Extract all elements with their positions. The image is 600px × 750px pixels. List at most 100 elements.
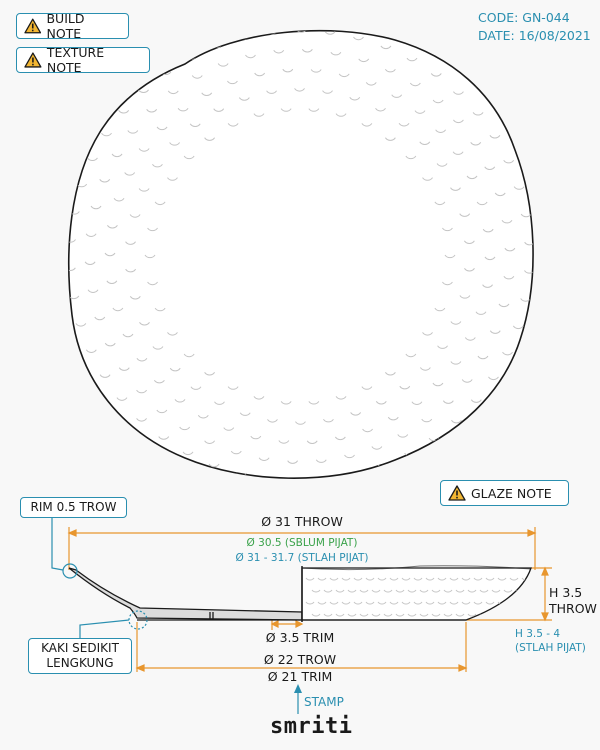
glaze-note-button[interactable]: GLAZE NOTE bbox=[440, 480, 569, 506]
dimple-mark bbox=[542, 296, 552, 299]
dimple-mark bbox=[349, 96, 361, 101]
dimple-mark bbox=[449, 577, 459, 581]
dimple-mark bbox=[534, 578, 542, 580]
dimple-mark bbox=[48, 214, 58, 217]
dimple-mark bbox=[347, 613, 357, 617]
dimple-mark bbox=[509, 601, 519, 605]
dimple-mark bbox=[502, 351, 513, 356]
dimple-mark bbox=[358, 58, 370, 63]
dimple-mark bbox=[169, 142, 181, 146]
dimple-mark bbox=[138, 89, 149, 93]
dimple-mark bbox=[335, 589, 345, 593]
dimple-mark bbox=[322, 11, 332, 14]
dimple-mark bbox=[254, 72, 266, 77]
dimple-mark bbox=[353, 36, 364, 41]
dimple-mark bbox=[383, 613, 393, 617]
dimple-mark bbox=[413, 577, 423, 581]
base-trim-label: Ø 21 TRIM bbox=[268, 669, 332, 684]
callout-leaders bbox=[51, 518, 299, 714]
dimple-mark bbox=[191, 75, 203, 79]
rim-callout-label: RIM 0.5 TROW bbox=[30, 500, 117, 514]
dimple-mark bbox=[152, 163, 163, 168]
dimple-mark bbox=[323, 613, 333, 617]
foot-callout-line-1: KAKI SEDIKIT bbox=[41, 641, 119, 655]
dimple-mark bbox=[68, 239, 76, 243]
dimple-mark bbox=[365, 601, 375, 605]
dimple-mark bbox=[477, 421, 489, 426]
dimple-mark bbox=[496, 399, 508, 404]
dimple-mark bbox=[245, 54, 256, 59]
dimple-mark bbox=[107, 225, 118, 229]
dimple-mark bbox=[524, 270, 534, 274]
dimple-mark bbox=[294, 88, 305, 92]
dimple-mark bbox=[541, 211, 551, 214]
dimple-mark bbox=[144, 254, 156, 259]
dimple-mark bbox=[118, 109, 130, 114]
texture-note-label: TEXTURE NOTE bbox=[46, 45, 105, 75]
dimple-mark bbox=[293, 10, 303, 13]
dimple-mark bbox=[489, 135, 501, 139]
dimple-mark bbox=[475, 311, 487, 315]
dimple-mark bbox=[383, 589, 393, 593]
dimple-mark bbox=[204, 371, 216, 376]
texture-note-button[interactable]: TEXTURE NOTE bbox=[16, 45, 150, 75]
dimple-mark bbox=[112, 307, 124, 312]
dimple-mark bbox=[389, 577, 399, 581]
dimple-mark bbox=[239, 412, 251, 416]
dimple-mark bbox=[443, 589, 453, 593]
dimple-mark bbox=[391, 94, 403, 98]
dimple-mark bbox=[317, 601, 327, 605]
dimple-mark bbox=[213, 108, 225, 112]
dimple-mark bbox=[278, 440, 290, 444]
dimple-mark bbox=[338, 73, 350, 78]
dimple-mark bbox=[484, 256, 496, 261]
dimple-mark bbox=[305, 601, 315, 605]
dimple-mark bbox=[190, 386, 202, 390]
dimple-mark bbox=[169, 367, 181, 372]
dimple-mark bbox=[491, 589, 501, 593]
dimple-mark bbox=[434, 201, 446, 206]
dimple-mark bbox=[504, 247, 516, 252]
dimple-mark bbox=[204, 440, 216, 444]
dimple-mark bbox=[503, 275, 515, 280]
dimple-mark bbox=[432, 382, 444, 387]
dimple-mark bbox=[78, 378, 90, 383]
dimple-mark bbox=[476, 201, 488, 206]
dimple-mark bbox=[95, 402, 106, 406]
dimple-mark bbox=[498, 303, 510, 308]
dimple-mark bbox=[456, 441, 468, 445]
dimple-mark bbox=[545, 267, 555, 270]
dimple-mark bbox=[158, 436, 170, 440]
dimple-mark bbox=[425, 601, 435, 605]
dimple-mark bbox=[132, 68, 144, 72]
dimple-mark bbox=[384, 137, 396, 141]
warning-icon bbox=[448, 485, 466, 501]
dimple-mark bbox=[434, 307, 446, 312]
stamp-label: STAMP bbox=[304, 695, 344, 709]
dimple-mark bbox=[540, 590, 548, 592]
dimple-mark bbox=[280, 108, 292, 112]
dimple-mark bbox=[87, 289, 99, 293]
dimple-mark bbox=[68, 353, 77, 357]
dimple-mark bbox=[361, 386, 373, 390]
profile-section bbox=[68, 567, 303, 621]
dimple-mark bbox=[435, 129, 447, 133]
dimple-mark bbox=[407, 589, 417, 593]
dimple-mark bbox=[523, 156, 534, 160]
dimple-mark bbox=[310, 69, 322, 73]
dimple-mark bbox=[419, 141, 431, 146]
dimple-mark bbox=[463, 240, 475, 244]
dimple-mark bbox=[444, 254, 456, 259]
dimple-mark bbox=[467, 613, 477, 617]
dimple-mark bbox=[387, 416, 399, 421]
build-note-button[interactable]: BUILD NOTE bbox=[16, 11, 129, 41]
dimple-mark bbox=[472, 112, 484, 116]
dimple-mark bbox=[315, 459, 327, 463]
dimple-mark bbox=[124, 172, 136, 176]
dimple-mark bbox=[317, 577, 327, 581]
dimple-mark bbox=[56, 327, 66, 330]
dimple-mark bbox=[455, 613, 465, 617]
plate-outline bbox=[68, 29, 534, 479]
dimple-mark bbox=[322, 479, 332, 482]
dimple-mark bbox=[461, 577, 471, 581]
